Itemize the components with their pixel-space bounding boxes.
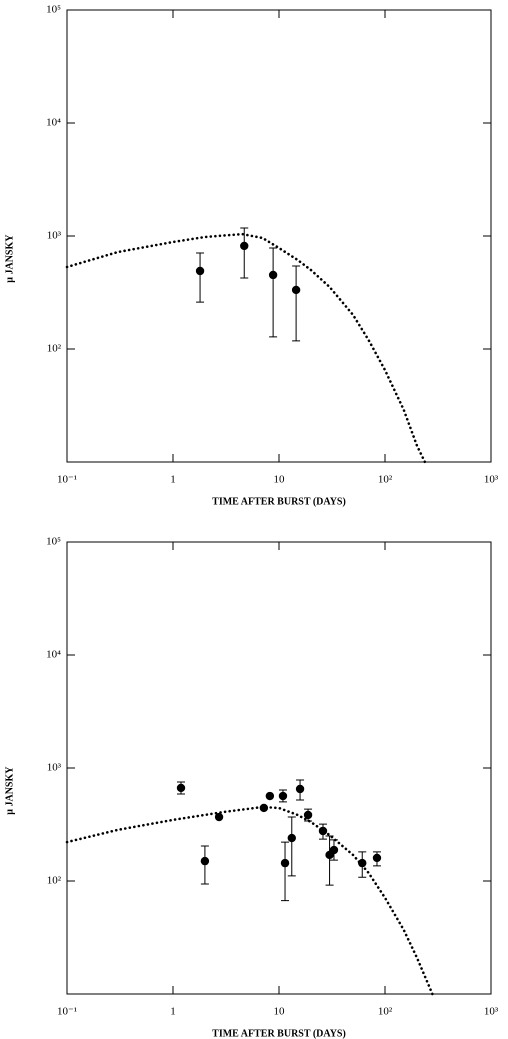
data-point	[240, 241, 249, 251]
y-tick-label: 10²	[47, 343, 62, 355]
y-tick-label: 10³	[47, 230, 62, 242]
data-point	[329, 845, 339, 855]
error-bar	[196, 252, 205, 303]
x-tick-label: 10⁻¹	[57, 474, 77, 486]
error-bar	[240, 227, 249, 279]
data-point	[303, 810, 313, 820]
y-tick-label: 10²	[47, 875, 62, 887]
data-point	[176, 783, 186, 793]
data-point	[278, 791, 288, 801]
data-point	[268, 270, 278, 280]
x-tick-label: 10⁻¹	[57, 1006, 77, 1018]
data-point	[295, 784, 305, 794]
model-curve	[65, 232, 427, 464]
data-point	[287, 833, 296, 843]
x-tick-label: 1	[170, 1006, 176, 1018]
x-tick-label: 10	[274, 474, 286, 486]
error-bar	[287, 816, 296, 877]
y-tick-label: 10⁴	[46, 649, 61, 661]
y-tick-label: 10³	[47, 762, 62, 774]
error-bar	[292, 265, 301, 342]
x-axis-label: TIME AFTER BURST (DAYS)	[212, 496, 346, 507]
data-point	[291, 285, 301, 295]
data-point	[358, 858, 367, 868]
x-tick-label: 10³	[484, 474, 499, 486]
x-tick-label: 1	[170, 474, 176, 486]
data-point	[195, 266, 205, 276]
y-tick-label: 10⁴	[46, 117, 61, 129]
data-point	[280, 858, 290, 868]
model-curve	[65, 805, 434, 996]
x-axis-label: TIME AFTER BURST (DAYS)	[212, 1028, 346, 1039]
data-point	[265, 791, 275, 801]
plot-frame	[66, 9, 492, 463]
x-tick-label: 10²	[378, 1006, 393, 1018]
x-tick-label: 10³	[484, 1006, 499, 1018]
y-tick-label: 10⁵	[46, 4, 61, 16]
error-bar	[269, 247, 278, 338]
data-point	[200, 856, 210, 866]
error-bar	[281, 841, 290, 902]
data-point	[372, 853, 382, 863]
y-axis-label: μ JANSKY	[4, 234, 15, 283]
plot-frame	[66, 541, 492, 995]
x-tick-label: 10²	[378, 474, 393, 486]
data-point	[214, 812, 224, 822]
y-tick-label: 10⁵	[46, 536, 61, 548]
y-axis-label: μ JANSKY	[4, 766, 15, 815]
x-tick-label: 10	[274, 1006, 286, 1018]
